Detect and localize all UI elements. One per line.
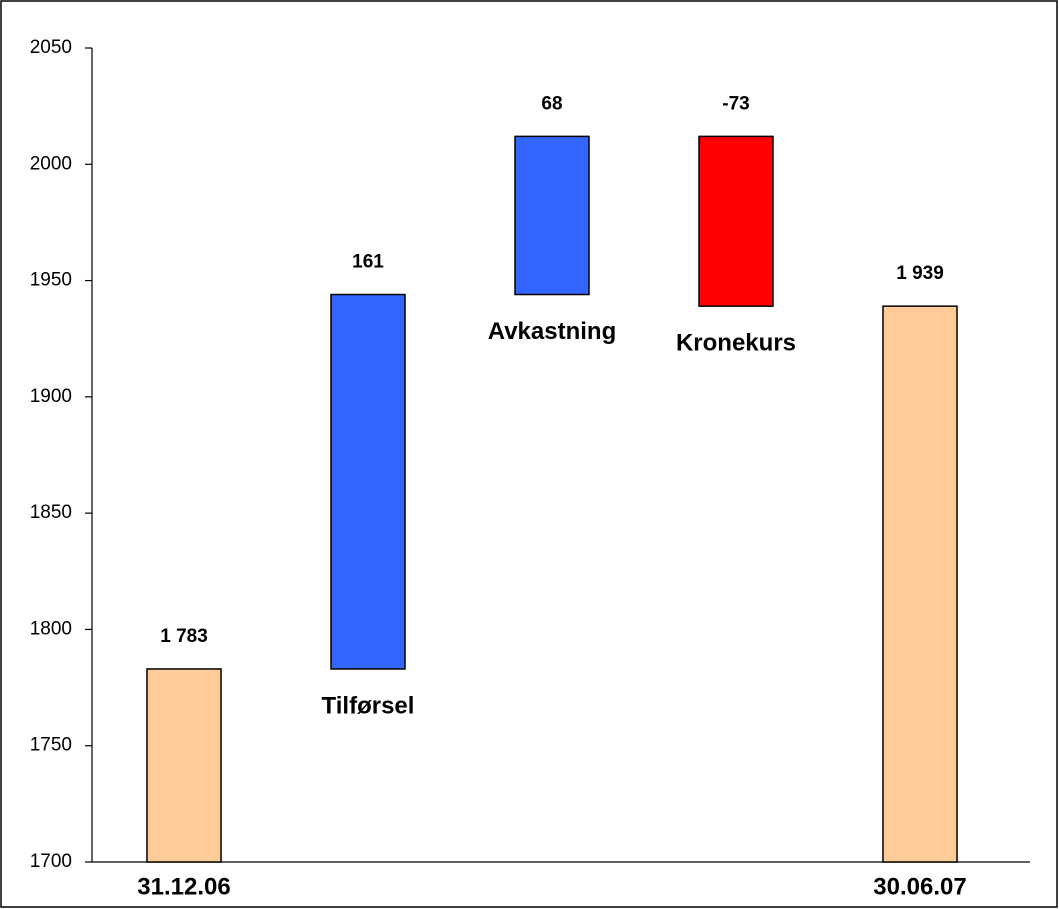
y-tick-label: 1900 (30, 386, 72, 407)
bar (698, 135, 774, 307)
value-label: 68 (541, 93, 562, 114)
category-label: Tilførsel (322, 692, 415, 719)
y-tick-label: 2050 (30, 37, 72, 58)
value-label: 161 (352, 252, 384, 273)
bar (146, 668, 222, 863)
y-tick-label: 1850 (30, 502, 72, 523)
value-label: -73 (722, 93, 749, 114)
value-label: 1 939 (896, 263, 944, 284)
value-label: 1 783 (160, 626, 208, 647)
category-label: 30.06.07 (873, 873, 966, 900)
bar (882, 305, 958, 863)
bar (330, 293, 406, 670)
y-tick-label: 1750 (30, 735, 72, 756)
y-tick-label: 1800 (30, 618, 72, 639)
y-tick-label: 1950 (30, 270, 72, 291)
bar (514, 135, 590, 296)
category-label: 31.12.06 (137, 873, 230, 900)
category-label: Avkastning (488, 318, 616, 345)
y-tick-label: 2000 (30, 153, 72, 174)
y-tick-label: 1700 (30, 851, 72, 872)
category-label: Kronekurs (676, 329, 796, 356)
